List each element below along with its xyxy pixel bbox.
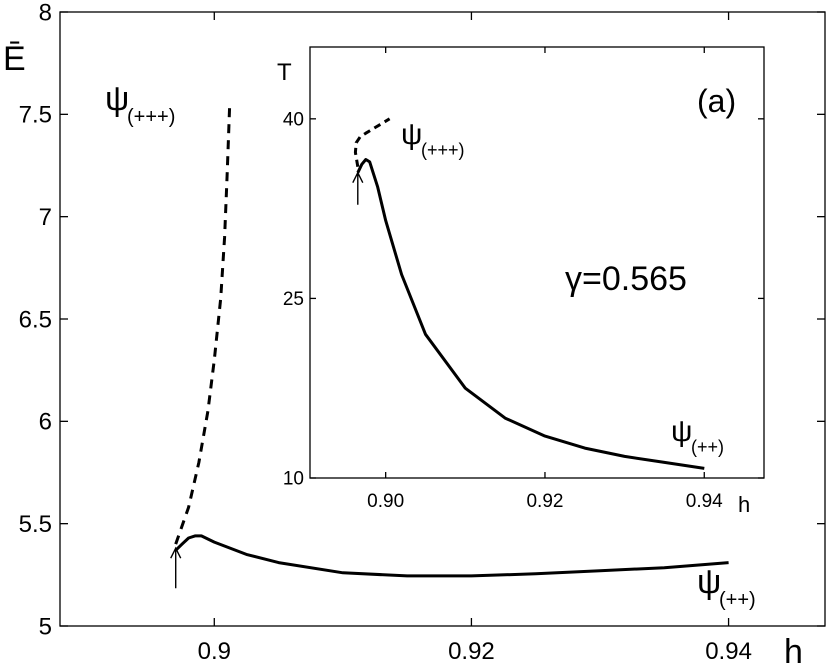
inset-series-line-psi-plus2 — [356, 158, 705, 470]
inset-series-line-psi-plus3 — [353, 117, 391, 167]
inset-y-tick-label: 25 — [283, 289, 304, 310]
main-series-line-psi-plus3 — [174, 104, 232, 545]
inset-plot-frame — [309, 46, 765, 479]
main-y-axis-label: Ē — [3, 40, 26, 78]
inset-gamma-label: γ=0.565 — [565, 260, 687, 298]
inset-y-tick-label: 10 — [283, 469, 304, 490]
main-label-psi-plus2-sub: (++) — [719, 589, 756, 611]
main-y-tick-label: 7.5 — [19, 102, 52, 129]
inset-series — [352, 117, 705, 470]
main-y-tick-label: 6.5 — [19, 306, 52, 333]
inset-arrow-marker — [352, 171, 364, 205]
main-y-tick-label: 7 — [39, 204, 52, 231]
inset-y-axis-label: T — [277, 59, 292, 86]
inset-x-tick-label: 0.94 — [686, 491, 723, 512]
inset-x-tick-label: 0.90 — [367, 491, 404, 512]
main-y-tick-label: 8 — [39, 0, 52, 26]
inset-label-psi-plus2: ψ — [671, 415, 692, 448]
main-label-psi-plus3: ψ — [105, 80, 129, 118]
main-x-tick-label: 0.9 — [198, 638, 231, 664]
main-label-psi-plus3-sub: (+++) — [127, 106, 175, 128]
main-y-tick-label: 5 — [39, 613, 52, 640]
main-x-axis-label: h — [784, 633, 803, 664]
main-series — [170, 104, 729, 589]
inset-x-axis-label: h — [738, 492, 750, 517]
inset-title: (a) — [697, 83, 736, 119]
main-y-tick-label: 5.5 — [19, 511, 52, 538]
main-x-tick-label: 0.92 — [448, 638, 495, 664]
inset-y-tick-label: 40 — [283, 109, 304, 130]
main-y-tick-label: 6 — [39, 409, 52, 436]
main-chart: 0.9 0.92 0.94 5 5.5 6 6.5 7 7.5 8 h Ē ψ (+++) ψ (… — [3, 0, 826, 664]
inset-label-psi-plus2-sub: (++) — [691, 437, 724, 457]
main-arrow-marker — [170, 546, 182, 589]
main-x-tick-label: 0.94 — [705, 638, 752, 664]
inset-x-tick-label: 0.92 — [526, 491, 563, 512]
main-series-line-psi-plus2 — [174, 534, 729, 578]
inset-label-psi-plus3: ψ — [401, 118, 422, 151]
inset-axis-ticks: 0.90 0.92 0.94 10 25 40 — [283, 47, 764, 512]
main-label-psi-plus2: ψ — [697, 563, 721, 601]
inset-chart: 0.90 0.92 0.94 10 25 40 (a) h T γ=0.565 ψ (++… — [277, 46, 765, 517]
main-axis-ticks: 0.9 0.92 0.94 5 5.5 6 6.5 7 7.5 8 — [19, 0, 825, 664]
inset-label-psi-plus3-sub: (+++) — [421, 140, 465, 160]
